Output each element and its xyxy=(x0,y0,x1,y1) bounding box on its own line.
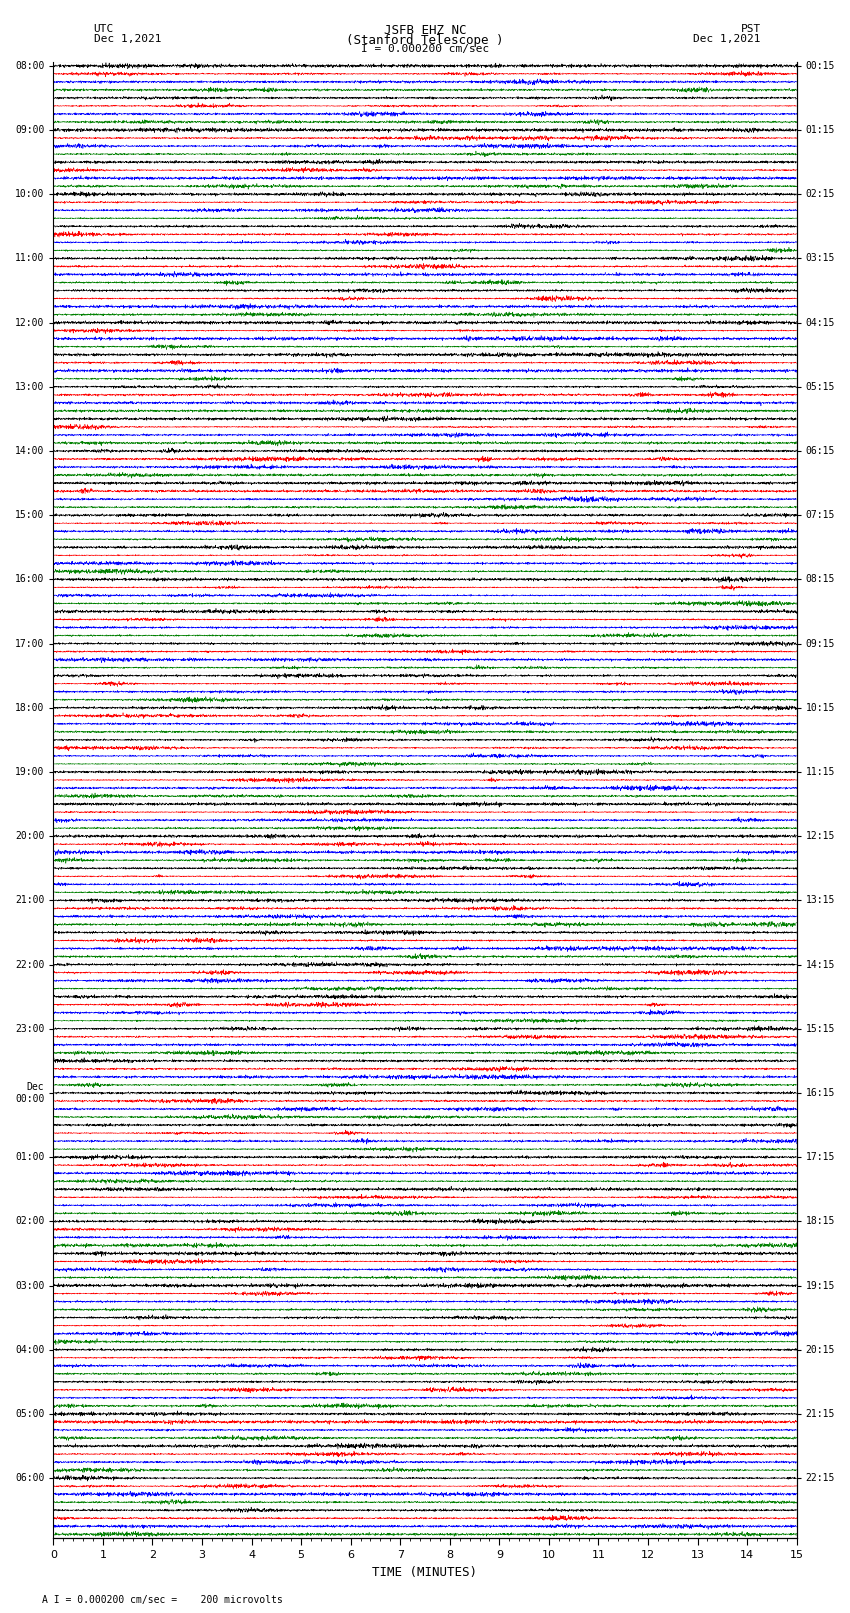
Text: A I = 0.000200 cm/sec =    200 microvolts: A I = 0.000200 cm/sec = 200 microvolts xyxy=(42,1595,283,1605)
Text: Dec 1,2021: Dec 1,2021 xyxy=(694,34,761,44)
Text: JSFB EHZ NC: JSFB EHZ NC xyxy=(383,24,467,37)
X-axis label: TIME (MINUTES): TIME (MINUTES) xyxy=(372,1566,478,1579)
Text: Dec 1,2021: Dec 1,2021 xyxy=(94,34,161,44)
Text: I = 0.000200 cm/sec: I = 0.000200 cm/sec xyxy=(361,44,489,53)
Text: PST: PST xyxy=(740,24,761,34)
Text: UTC: UTC xyxy=(94,24,114,34)
Text: (Stanford Telescope ): (Stanford Telescope ) xyxy=(346,34,504,47)
